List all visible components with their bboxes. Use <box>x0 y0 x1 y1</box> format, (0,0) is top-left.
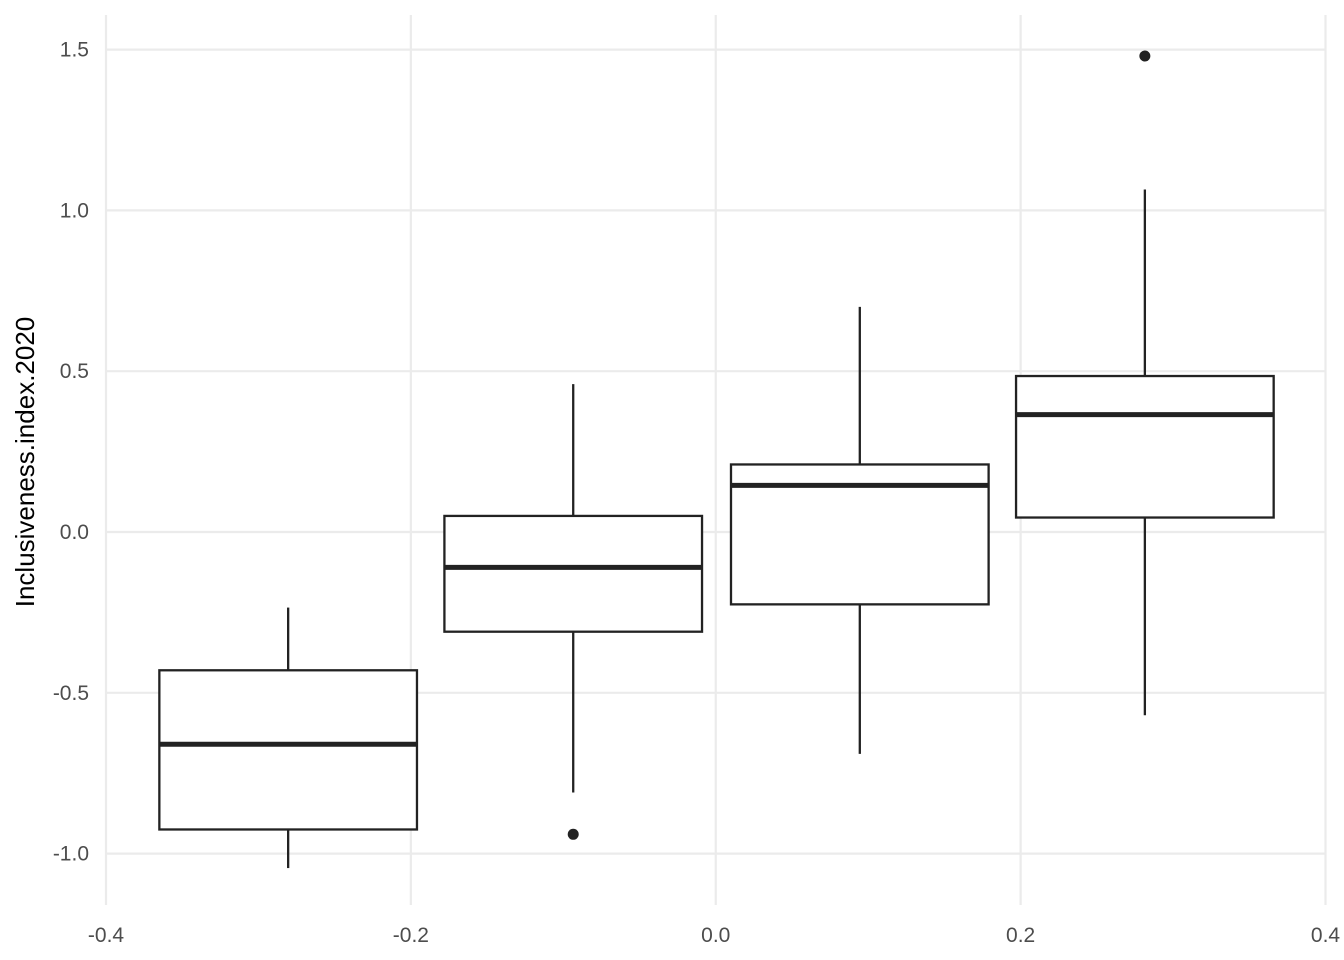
box-group-4 <box>1014 50 1275 716</box>
x-tick-label: 0.2 <box>1006 924 1035 947</box>
y-tick-label: -0.5 <box>53 682 89 705</box>
x-tick-labels: -0.4 -0.2 0.0 0.2 0.4 <box>88 924 1341 947</box>
box-group-1 <box>158 607 419 869</box>
box-group-3 <box>729 306 990 754</box>
y-tick-label: 0.0 <box>60 521 89 544</box>
outlier-point <box>567 828 579 840</box>
y-tick-label: 1.5 <box>60 39 89 62</box>
x-tick-label: -0.4 <box>88 924 125 947</box>
y-tick-label: 1.0 <box>60 199 89 222</box>
x-tick-label: 0.0 <box>701 924 730 947</box>
y-tick-label: -1.0 <box>53 843 89 866</box>
x-tick-label: 0.4 <box>1311 924 1341 947</box>
outlier-point <box>1139 50 1151 62</box>
box-group-2 <box>443 384 704 840</box>
boxes <box>158 50 1275 869</box>
box-iqr <box>443 514 704 633</box>
box-iqr <box>1014 374 1275 519</box>
x-tick-label: -0.2 <box>393 924 429 947</box>
y-tick-labels: -1.0 -0.5 0.0 0.5 1.0 1.5 <box>53 39 89 866</box>
y-axis-title: Inclusiveness.index.2020 <box>10 317 40 608</box>
y-tick-label: 0.5 <box>60 360 89 383</box>
box-iqr <box>158 669 419 831</box>
